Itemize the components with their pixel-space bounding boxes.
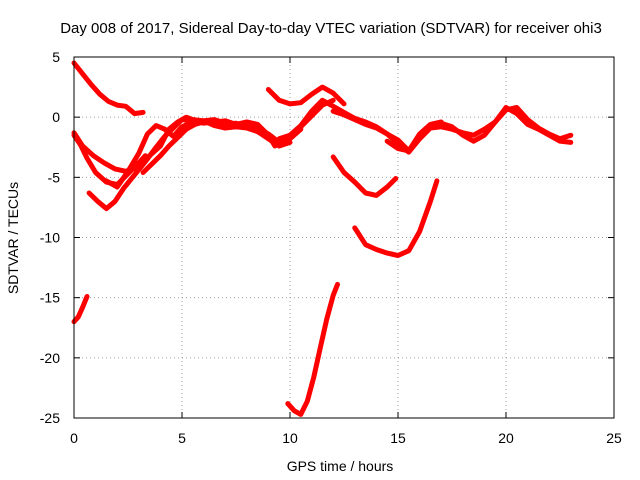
y-tick-label: -25 xyxy=(40,410,60,426)
data-series xyxy=(71,60,574,417)
series-arc-6 xyxy=(140,118,293,175)
axis-ticks xyxy=(73,56,615,419)
series-arc-7 xyxy=(71,294,90,325)
series-arc-12 xyxy=(330,154,399,198)
y-tick-labels: 5 0 -5 -10 -15 -20 -25 xyxy=(40,49,60,426)
x-tick-label: 5 xyxy=(178,430,186,446)
series-arc-11 xyxy=(384,105,574,154)
y-tick-label: 0 xyxy=(52,109,60,125)
x-tick-label: 15 xyxy=(390,430,406,446)
series-arc-8 xyxy=(265,84,347,107)
y-tick-label: -5 xyxy=(48,169,61,185)
y-tick-label: -20 xyxy=(40,350,60,366)
series-arc-4 xyxy=(86,117,278,212)
y-tick-label: -15 xyxy=(40,290,60,306)
x-axis-label: GPS time / hours xyxy=(287,458,394,474)
x-tick-label: 25 xyxy=(606,430,622,446)
y-tick-label: 5 xyxy=(52,49,60,65)
series-arc-13 xyxy=(352,178,440,258)
x-tick-label: 20 xyxy=(498,430,514,446)
y-tick-label: -10 xyxy=(40,230,60,246)
y-axis-label: SDTVAR / TECUs xyxy=(5,182,21,294)
x-tick-label: 10 xyxy=(282,430,298,446)
x-tick-labels: 0 5 10 15 20 25 xyxy=(70,430,622,446)
series-arc-1 xyxy=(71,60,146,117)
chart-title: Day 008 of 2017, Sidereal Day-to-day VTE… xyxy=(60,20,602,37)
grid-lines xyxy=(74,57,614,418)
x-tick-label: 0 xyxy=(70,430,78,446)
series-arc-14 xyxy=(285,281,340,417)
